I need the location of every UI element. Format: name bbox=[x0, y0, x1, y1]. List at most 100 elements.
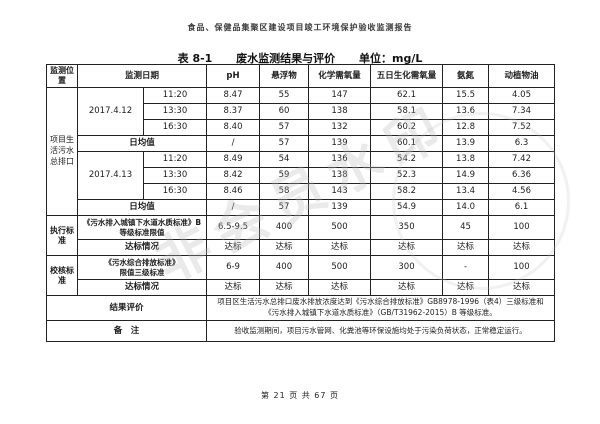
cell-cod: 143 bbox=[308, 183, 372, 200]
cell-standard-name: 《污水综合排放标准》 限值三级标准 bbox=[76, 255, 208, 280]
cell-ss: 58 bbox=[259, 183, 310, 200]
cell-ss: 59 bbox=[259, 167, 310, 184]
cell-compliance: 达标 bbox=[206, 279, 261, 296]
cell-limit-bod: 300 bbox=[370, 255, 444, 280]
monitoring-results-table: 监测位置 监测日期 pH 悬浮物 化学需氧量 五日生化需氧量 氨氮 动植物油 项… bbox=[45, 64, 556, 342]
cell-compliance: 达标 bbox=[308, 279, 372, 296]
cell-time: 16:30 bbox=[142, 119, 208, 136]
cell-compliance: 达标 bbox=[442, 279, 490, 296]
cell-limit-cod: 500 bbox=[308, 255, 372, 280]
col-header-ph: pH bbox=[206, 64, 261, 88]
standard-limit-row: 执行标准 《污水排入城镇下水道水质标准》B 等级标准限值 6.5-9.5 400… bbox=[46, 215, 556, 256]
cell-bod: 58.1 bbox=[370, 103, 444, 120]
cell-limit-ss: 400 bbox=[259, 255, 310, 280]
cell-cod: 147 bbox=[308, 87, 372, 104]
result-evaluation-row: 结果评价 项目区生活污水总排口废水排放浓度达到《污水综合排放标准》GB8978-… bbox=[45, 295, 556, 321]
col-header-date: 监测日期 bbox=[76, 64, 208, 88]
cell-time: 11:20 bbox=[142, 151, 208, 168]
table-unit-label: 单位：mg/L bbox=[359, 52, 423, 65]
table-row: 16:30 8.46 58 143 58.2 13.4 4.56 bbox=[47, 183, 556, 200]
col-header-location: 监测位置 bbox=[46, 64, 78, 88]
cell-time: 13:30 bbox=[142, 103, 208, 120]
cell-oil: 6.36 bbox=[488, 167, 556, 184]
standard-limit-row: 校核标准 《污水综合排放标准》 限值三级标准 6-9 400 500 300 -… bbox=[46, 255, 556, 296]
cell-standard-name: 《污水排入城镇下水道水质标准》B 等级标准限值 bbox=[76, 215, 208, 240]
cell-ss: 57 bbox=[259, 135, 310, 152]
cell-ph: 8.46 bbox=[206, 183, 261, 200]
cell-result-text: 项目区生活污水总排口废水排放浓度达到《污水综合排放标准》GB8978-1996（… bbox=[206, 295, 556, 321]
cell-nh3: 15.5 bbox=[442, 87, 490, 104]
cell-ss: 54 bbox=[259, 151, 310, 168]
daily-average-row: 日均值 / 57 139 54.9 14.0 6.1 bbox=[47, 199, 556, 216]
cell-limit-oil: 100 bbox=[488, 255, 556, 280]
cell-daily-average-label: 日均值 bbox=[76, 135, 208, 152]
table-name-label: 废水监测结果与评价 bbox=[236, 52, 336, 65]
cell-result-label: 结果评价 bbox=[45, 295, 208, 321]
cell-compliance: 达标 bbox=[308, 239, 372, 256]
cell-compliance-label: 达标情况 bbox=[76, 279, 208, 296]
cell-limit-bod: 350 bbox=[370, 215, 444, 240]
cell-compliance: 达标 bbox=[488, 279, 556, 296]
cell-compliance: 达标 bbox=[442, 239, 490, 256]
cell-compliance: 达标 bbox=[206, 239, 261, 256]
col-header-cod: 化学需氧量 bbox=[308, 64, 372, 88]
cell-ss: 57 bbox=[259, 199, 310, 216]
cell-bod: 58.2 bbox=[370, 183, 444, 200]
cell-bod: 54.9 bbox=[370, 199, 444, 216]
cell-date: 2017.4.12 bbox=[77, 87, 144, 136]
cell-limit-oil: 100 bbox=[488, 215, 556, 240]
cell-compliance: 达标 bbox=[488, 239, 556, 256]
cell-compliance: 达标 bbox=[370, 239, 444, 256]
cell-nh3: 13.4 bbox=[442, 183, 490, 200]
cell-limit-nh3: - bbox=[442, 255, 490, 280]
cell-cod: 139 bbox=[308, 199, 372, 216]
standard-name-line2: 限值三级标准 bbox=[119, 267, 165, 277]
cell-nh3: 14.9 bbox=[442, 167, 490, 184]
cell-time: 16:30 bbox=[142, 183, 208, 200]
cell-compliance: 达标 bbox=[259, 279, 310, 296]
cell-oil: 7.34 bbox=[488, 103, 556, 120]
cell-ph: 8.49 bbox=[206, 151, 261, 168]
cell-oil: 7.52 bbox=[488, 119, 556, 136]
remark-row: 备 注 验收监测期间，项目污水管网、化粪池等环保设施均处于污染负荷状态，正常稳定… bbox=[45, 320, 556, 342]
cell-nh3: 13.9 bbox=[442, 135, 490, 152]
cell-nh3: 14.0 bbox=[442, 199, 490, 216]
daily-average-row: 日均值 / 57 139 60.1 13.9 6.3 bbox=[47, 135, 556, 152]
document-header-title: 食品、保健品集聚区建设项目竣工环境保护验收监测报告 bbox=[187, 23, 413, 32]
cell-oil: 6.3 bbox=[488, 135, 556, 152]
cell-remark-text: 验收监测期间，项目污水管网、化粪池等环保设施均处于污染负荷状态，正常稳定运行。 bbox=[206, 320, 556, 342]
table-number-label: 表 8-1 bbox=[177, 52, 213, 65]
cell-cod: 138 bbox=[308, 167, 372, 184]
table-row: 项目生活污水总排口 2017.4.12 11:20 8.47 55 147 62… bbox=[46, 87, 556, 216]
cell-bod: 60.2 bbox=[370, 119, 444, 136]
cell-bod: 60.1 bbox=[370, 135, 444, 152]
cell-compliance: 达标 bbox=[370, 279, 444, 296]
compliance-row: 达标情况 达标 达标 达标 达标 达标 达标 bbox=[47, 239, 556, 256]
standard-name-line1: 《污水排入城镇下水道水质标准》B bbox=[82, 217, 202, 227]
cell-oil: 6.1 bbox=[488, 199, 556, 216]
cell-limit-ph: 6-9 bbox=[206, 255, 261, 280]
cell-ph: 8.37 bbox=[206, 103, 261, 120]
col-header-ammonia: 氨氮 bbox=[442, 64, 490, 88]
col-header-suspended-solids: 悬浮物 bbox=[259, 64, 310, 88]
header-row: 监测位置 监测日期 pH 悬浮物 化学需氧量 五日生化需氧量 氨氮 动植物油 bbox=[46, 64, 556, 88]
cell-nh3: 13.6 bbox=[442, 103, 490, 120]
cell-cod: 139 bbox=[308, 135, 372, 152]
cell-oil: 4.05 bbox=[488, 87, 556, 104]
cell-standard-category: 执行标准 bbox=[46, 215, 78, 256]
cell-nh3: 13.8 bbox=[442, 151, 490, 168]
cell-time: 13:30 bbox=[142, 167, 208, 184]
cell-ph: 8.40 bbox=[206, 119, 261, 136]
page-number-footer: 第 21 页 共 67 页 bbox=[260, 391, 340, 400]
cell-standard-category: 校核标准 bbox=[46, 255, 78, 296]
cell-ph: / bbox=[206, 199, 261, 216]
table-row: 13:30 8.42 59 138 52.3 14.9 6.36 bbox=[47, 167, 556, 184]
cell-nh3: 12.8 bbox=[442, 119, 490, 136]
cell-cod: 136 bbox=[308, 151, 372, 168]
col-header-oil: 动植物油 bbox=[488, 64, 556, 88]
cell-ss: 57 bbox=[259, 119, 310, 136]
table-row: 2017.4.13 11:20 8.49 54 136 54.2 13.8 7.… bbox=[47, 151, 556, 200]
standard-name-line1: 《污水综合排放标准》 bbox=[104, 257, 180, 267]
cell-compliance: 达标 bbox=[259, 239, 310, 256]
